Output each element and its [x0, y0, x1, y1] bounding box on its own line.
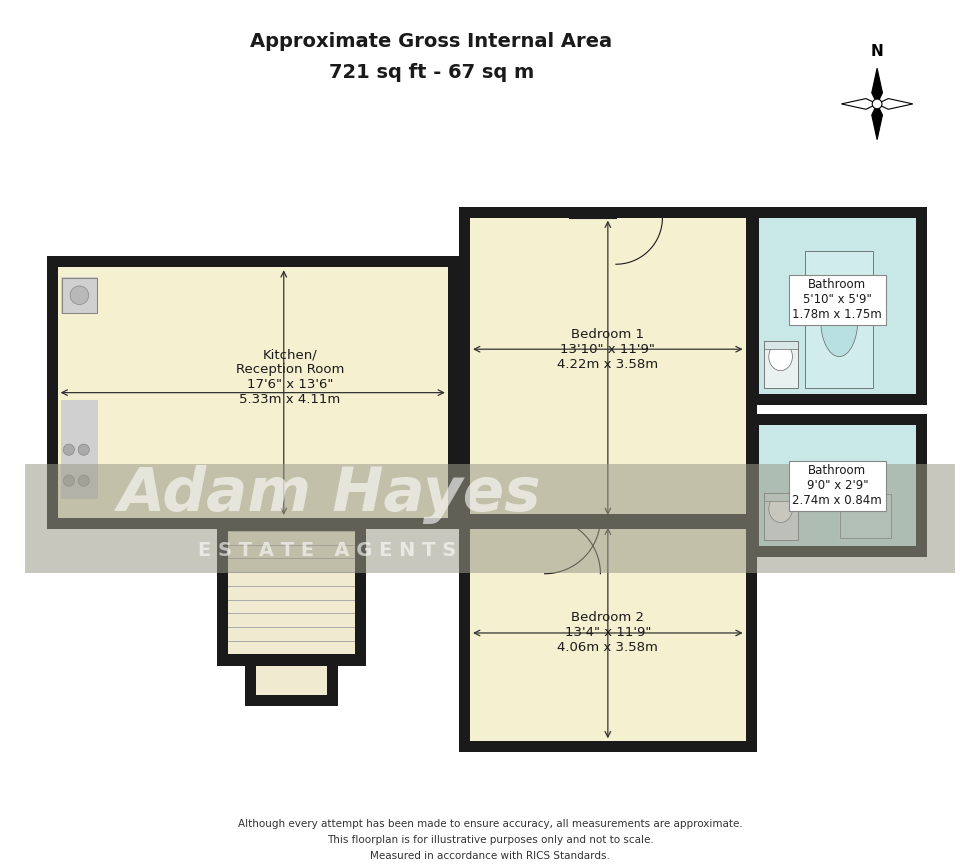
- Text: N: N: [870, 44, 884, 59]
- Text: Bathroom
9'0" x 2'9"
2.74m x 0.84m: Bathroom 9'0" x 2'9" 2.74m x 0.84m: [793, 464, 882, 507]
- Bar: [327, 655, 338, 706]
- Text: Bedroom 1
13'10" x 11'9"
4.22m x 3.58m: Bedroom 1 13'10" x 11'9" 4.22m x 3.58m: [558, 327, 659, 371]
- Bar: [46, 256, 459, 268]
- Bar: [748, 394, 927, 405]
- Bar: [245, 695, 338, 706]
- Text: Adam Hayes: Adam Hayes: [118, 465, 542, 525]
- Bar: [841, 494, 891, 539]
- Bar: [763, 493, 798, 501]
- Bar: [748, 546, 927, 557]
- Bar: [46, 256, 189, 268]
- Polygon shape: [872, 104, 882, 139]
- Bar: [916, 207, 927, 405]
- Bar: [748, 207, 927, 217]
- Bar: [615, 207, 746, 217]
- Bar: [459, 514, 470, 753]
- Bar: [470, 518, 545, 529]
- Circle shape: [64, 444, 74, 456]
- Bar: [746, 207, 757, 529]
- Bar: [46, 256, 58, 529]
- Bar: [61, 400, 98, 500]
- Text: 721 sq ft - 67 sq m: 721 sq ft - 67 sq m: [328, 63, 534, 82]
- Text: Kitchen/
Reception Room
17'6" x 13'6"
5.33m x 4.11m: Kitchen/ Reception Room 17'6" x 13'6" 5.…: [236, 348, 344, 406]
- Bar: [448, 256, 459, 529]
- Bar: [24, 464, 956, 572]
- Bar: [355, 520, 366, 666]
- Bar: [232, 256, 459, 268]
- Polygon shape: [872, 68, 882, 104]
- Bar: [256, 666, 327, 695]
- Text: Bedroom 2
13'4" x 11'9"
4.06m x 3.58m: Bedroom 2 13'4" x 11'9" 4.06m x 3.58m: [558, 611, 659, 655]
- Bar: [763, 341, 798, 388]
- Bar: [459, 514, 757, 525]
- Bar: [759, 217, 916, 394]
- Bar: [748, 414, 759, 557]
- Bar: [601, 518, 746, 529]
- Bar: [459, 207, 470, 529]
- Bar: [470, 207, 569, 217]
- Bar: [748, 414, 927, 425]
- Text: Measured in accordance with RICS Standards.: Measured in accordance with RICS Standar…: [370, 850, 610, 861]
- Circle shape: [71, 286, 88, 305]
- Bar: [459, 741, 757, 753]
- Circle shape: [872, 99, 882, 109]
- Bar: [748, 268, 759, 286]
- Bar: [763, 493, 798, 540]
- Bar: [218, 655, 366, 666]
- Ellipse shape: [768, 494, 793, 522]
- Bar: [748, 207, 759, 405]
- Polygon shape: [877, 99, 912, 109]
- Bar: [218, 520, 366, 531]
- Ellipse shape: [820, 282, 858, 357]
- Text: Approximate Gross Internal Area: Approximate Gross Internal Area: [250, 32, 612, 51]
- Bar: [228, 531, 355, 655]
- Bar: [470, 217, 746, 518]
- Bar: [470, 525, 746, 741]
- Bar: [459, 207, 757, 217]
- Bar: [575, 514, 746, 525]
- Bar: [759, 425, 916, 546]
- Circle shape: [78, 475, 89, 487]
- Bar: [58, 268, 448, 518]
- Text: Bathroom
5'10" x 5'9"
1.78m x 1.75m: Bathroom 5'10" x 5'9" 1.78m x 1.75m: [793, 278, 882, 321]
- Bar: [46, 518, 459, 529]
- Bar: [62, 278, 97, 313]
- Bar: [916, 414, 927, 557]
- Text: E S T A T E   A G E N T S: E S T A T E A G E N T S: [199, 541, 457, 560]
- Bar: [763, 341, 798, 349]
- Text: Although every attempt has been made to ensure accuracy, all measurements are ap: Although every attempt has been made to …: [237, 819, 743, 830]
- Bar: [245, 655, 256, 706]
- Circle shape: [78, 444, 89, 456]
- Bar: [839, 493, 892, 540]
- Circle shape: [64, 475, 74, 487]
- Bar: [470, 514, 519, 525]
- Bar: [218, 520, 228, 666]
- Bar: [61, 276, 98, 313]
- Bar: [746, 514, 757, 753]
- Bar: [806, 251, 873, 388]
- Ellipse shape: [768, 343, 793, 371]
- Text: This floorplan is for illustrative purposes only and not to scale.: This floorplan is for illustrative purpo…: [326, 835, 654, 845]
- Bar: [459, 518, 757, 529]
- Polygon shape: [842, 99, 877, 109]
